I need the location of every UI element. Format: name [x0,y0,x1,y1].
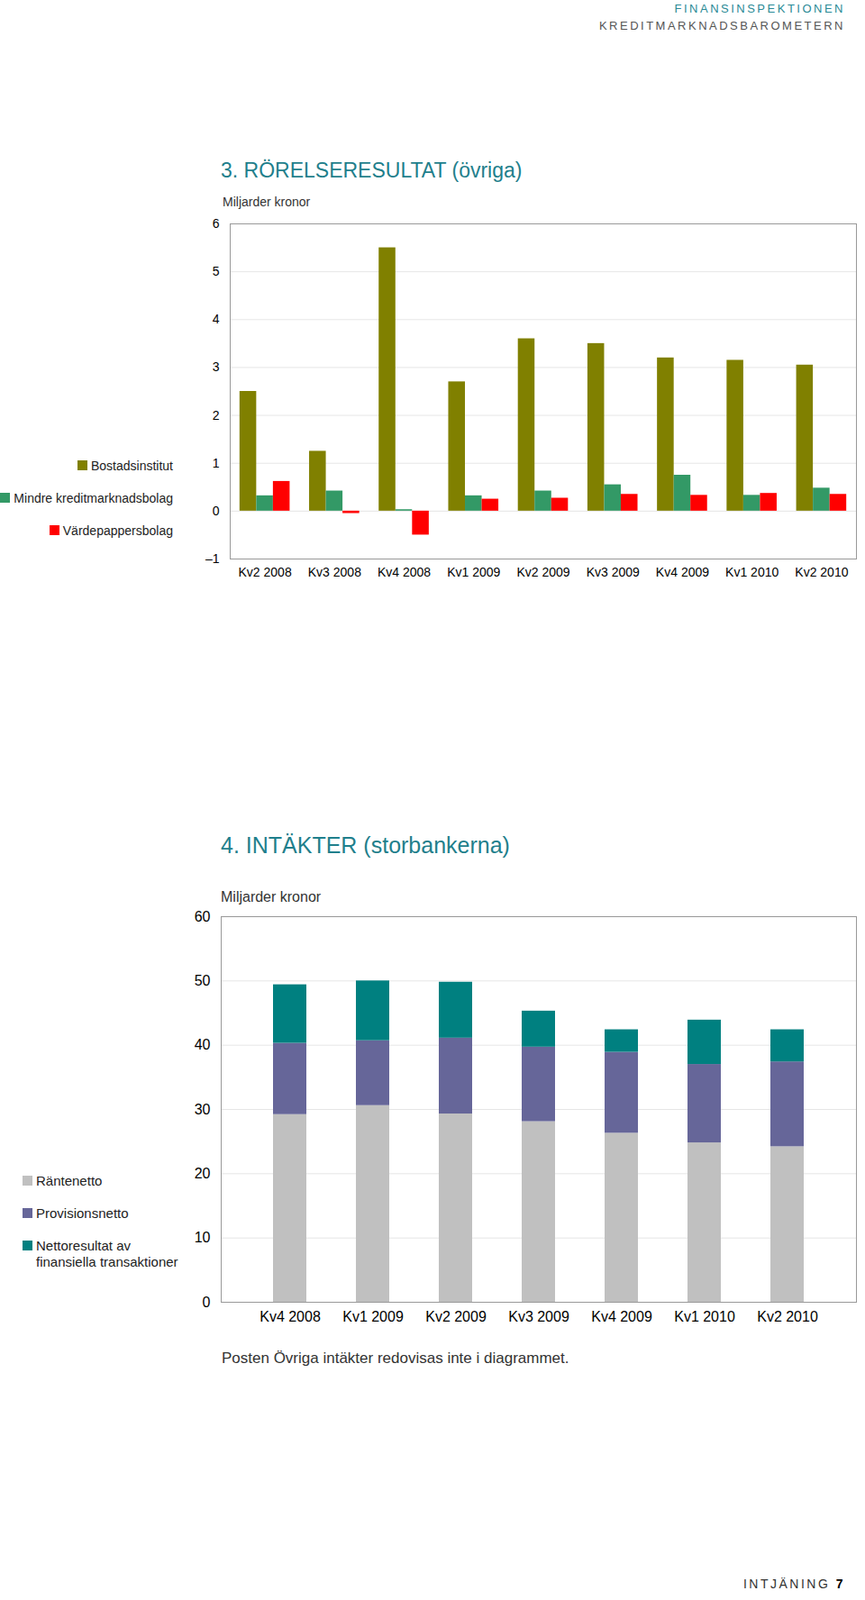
svg-text:Kv1 2010: Kv1 2010 [725,564,779,580]
svg-text:–1: –1 [205,551,220,566]
svg-text:3: 3 [212,359,220,374]
html-text:KREDITMARKNADSBAROMETERN: KREDITMARKNADSBAROMETERN [599,18,846,33]
svg-text:Kv3 2008: Kv3 2008 [308,564,362,580]
html-text:4. INTÄKTER (storbankerna): 4. INTÄKTER (storbankerna) [220,832,510,858]
svg-text:Kv2 2008: Kv2 2008 [238,564,292,580]
svg-text:Kv2 2009: Kv2 2009 [516,564,570,580]
svg-text:Kv1 2009: Kv1 2009 [446,564,501,580]
svg-text:5: 5 [212,264,220,279]
html-text:Värdepappersbolag: Värdepappersbolag [62,523,173,538]
svg-text:0: 0 [212,503,220,519]
svg-text:60: 60 [194,909,211,925]
svg-text:Kv2 2010: Kv2 2010 [756,1309,819,1325]
svg-text:Kv2 2009: Kv2 2009 [425,1309,487,1325]
html-text:INTJÄNING 7: INTJÄNING 7 [743,1576,846,1592]
svg-text:30: 30 [194,1101,211,1118]
svg-text:Kv3 2009: Kv3 2009 [586,564,640,580]
svg-text:Kv3 2009: Kv3 2009 [508,1309,570,1325]
svg-text:2: 2 [212,408,220,423]
svg-text:0: 0 [202,1294,211,1311]
svg-text:Kv4 2008: Kv4 2008 [259,1309,321,1325]
svg-text:Kv2 2010: Kv2 2010 [794,564,848,580]
html-text:Nettoresultat av finansiella t: Nettoresultat av finansiella transaktion… [36,1238,179,1270]
svg-text:10: 10 [194,1229,211,1246]
svg-text:6: 6 [212,216,220,231]
svg-text:Kv4 2009: Kv4 2009 [655,564,710,580]
svg-text:Kv1 2010: Kv1 2010 [673,1309,736,1325]
svg-text:4: 4 [212,311,220,327]
svg-text:1: 1 [212,455,220,471]
svg-text:20: 20 [194,1165,211,1182]
svg-text:Kv4 2008: Kv4 2008 [377,564,431,580]
svg-text:Kv4 2009: Kv4 2009 [591,1309,653,1325]
html-text:Mindre kreditmarknadsbolag: Mindre kreditmarknadsbolag [13,491,173,506]
html-text:Miljarder kronor: Miljarder kronor [222,194,311,210]
html-text:Räntenetto: Räntenetto [36,1173,103,1189]
svg-text:40: 40 [194,1037,211,1053]
html-text:Miljarder kronor: Miljarder kronor [220,889,321,905]
svg-text:Kv1 2009: Kv1 2009 [342,1309,404,1325]
svg-text:50: 50 [194,973,211,989]
html-text:Bostadsinstitut: Bostadsinstitut [90,458,173,474]
html-text:FINANSINSPEKTIONEN: FINANSINSPEKTIONEN [674,1,846,16]
html-text:Provisionsnetto: Provisionsnetto [36,1205,129,1221]
html-text:3. RÖRELSERESULTAT (övriga): 3. RÖRELSERESULTAT (övriga) [220,158,523,183]
html-text:Posten Övriga intäkter redovis: Posten Övriga intäkter redovisas inte i … [221,1349,570,1367]
